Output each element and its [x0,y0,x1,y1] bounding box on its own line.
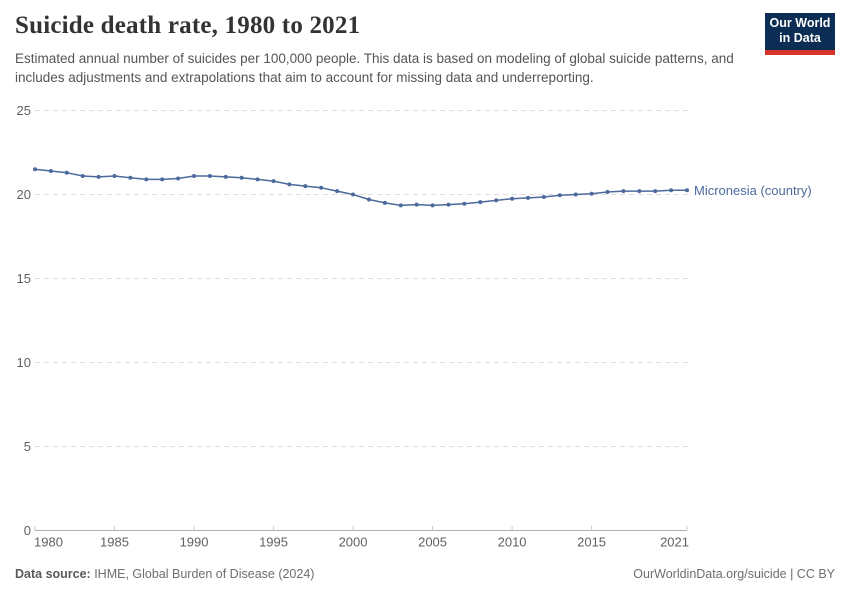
data-point[interactable] [446,202,451,207]
x-axis-tick-label: 2021 [660,535,689,550]
x-axis-tick-label: 1980 [34,535,63,550]
data-point[interactable] [112,174,117,178]
data-point[interactable] [414,202,419,207]
data-point[interactable] [573,192,578,197]
data-point[interactable] [367,197,371,202]
y-axis-tick-label: 5 [24,439,31,454]
data-point[interactable] [637,189,642,194]
data-point[interactable] [144,177,149,182]
series-label-micronesia[interactable]: Micronesia (country) [694,183,812,198]
x-axis-tick-label: 1995 [259,535,288,550]
data-point[interactable] [510,196,515,201]
data-point[interactable] [430,203,435,208]
y-axis-tick-label: 15 [17,271,31,286]
data-point[interactable] [271,179,276,184]
data-point[interactable] [526,195,530,200]
y-axis-tick-label: 10 [17,355,31,370]
data-point[interactable] [255,177,260,182]
data-source-text: IHME, Global Burden of Disease (2024) [90,567,315,581]
y-axis-tick-label: 0 [24,523,31,538]
x-axis-tick-label: 2005 [418,535,447,550]
y-axis-tick-label: 25 [17,103,31,118]
data-point[interactable] [33,167,37,172]
data-point[interactable] [48,169,53,173]
data-line-micronesia[interactable] [34,168,687,207]
data-point[interactable] [398,203,403,208]
data-point[interactable] [287,182,292,187]
data-point[interactable] [64,170,69,175]
data-point[interactable] [160,177,165,182]
owid-url: OurWorldinData.org/suicide | CC BY [633,567,835,581]
data-point[interactable] [319,185,324,190]
data-source-label: Data source: [15,567,91,581]
data-point[interactable] [223,174,228,179]
data-point[interactable] [685,188,689,193]
data-point[interactable] [621,189,626,194]
data-point[interactable] [80,174,85,178]
data-point[interactable] [382,200,387,205]
data-point[interactable] [192,174,196,178]
data-point[interactable] [351,192,355,197]
data-point[interactable] [462,201,467,206]
data-point[interactable] [669,188,674,193]
owid-logo-line1: Our World [769,16,831,30]
x-axis-tick-label: 2010 [498,535,527,550]
data-point[interactable] [176,176,181,181]
data-point[interactable] [589,191,594,196]
data-point[interactable] [303,184,308,189]
x-axis-tick-label: 2015 [577,535,606,550]
data-point[interactable] [541,195,546,199]
page-title: Suicide death rate, 1980 to 2021 [15,12,361,39]
chart-subtitle: Estimated annual number of suicides per … [15,51,734,85]
data-point[interactable] [494,198,499,203]
x-axis-tick-label: 2000 [339,535,368,550]
data-point[interactable] [207,174,212,178]
x-axis-tick-label: 1985 [100,535,129,550]
x-axis-tick-label: 1990 [180,535,209,550]
data-point[interactable] [605,190,610,194]
data-source: Data source: IHME, Global Burden of Dise… [15,567,314,581]
data-point[interactable] [239,175,244,180]
data-point[interactable] [653,189,658,194]
data-point[interactable] [335,189,340,194]
owid-logo-line2: in Data [779,31,821,45]
data-point[interactable] [557,193,562,198]
data-point[interactable] [128,175,133,180]
y-axis-tick-label: 20 [17,187,31,202]
data-point[interactable] [478,200,483,205]
data-point[interactable] [96,174,101,179]
owid-logo: Our World in Data [765,13,835,55]
